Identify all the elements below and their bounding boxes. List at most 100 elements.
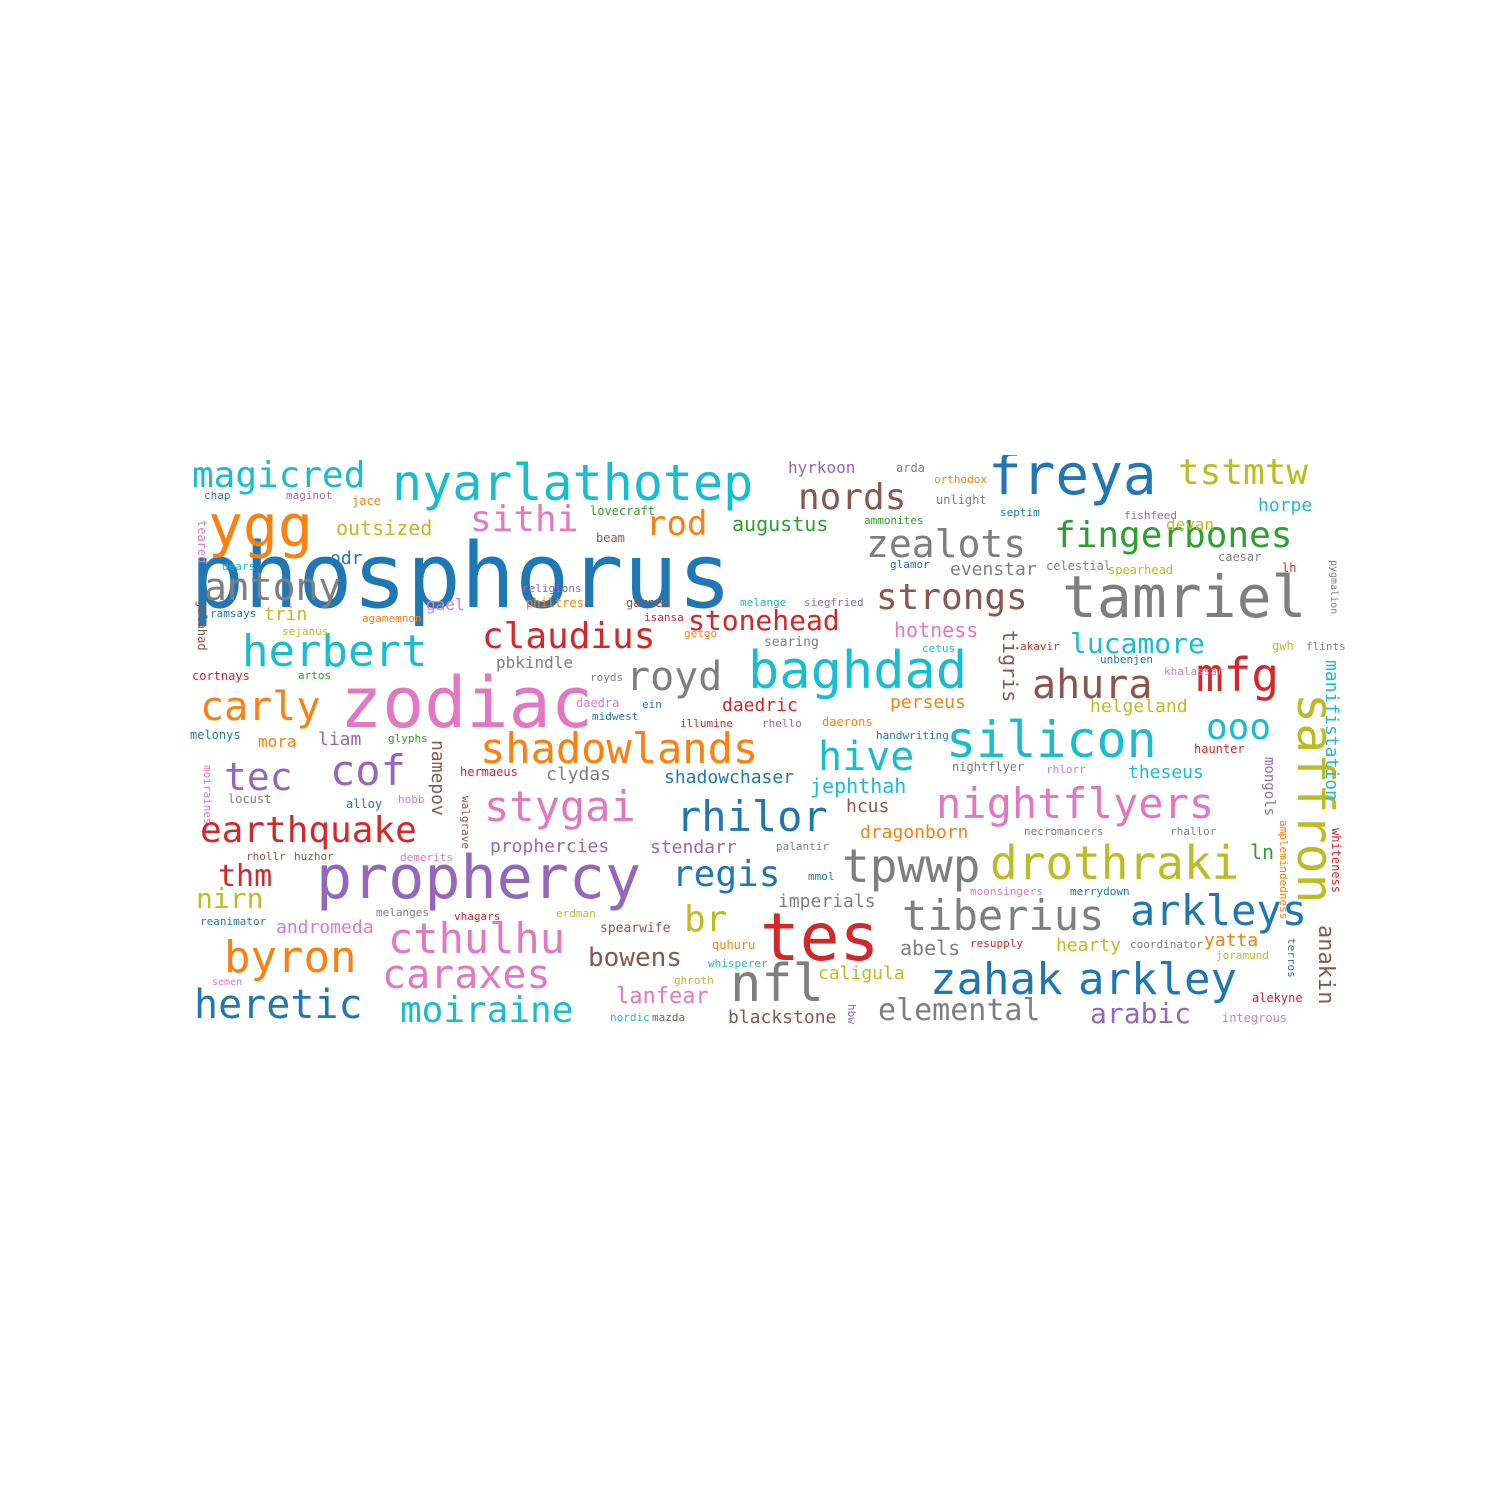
cloud-word: ln — [1250, 840, 1275, 864]
cloud-word: dragonborn — [860, 822, 969, 843]
cloud-word: shadowlands — [480, 724, 759, 773]
cloud-word: ygg — [208, 492, 313, 560]
cloud-word: rhollr — [246, 850, 286, 863]
cloud-word: stonehead — [688, 604, 840, 637]
cloud-word: vhagars — [454, 910, 501, 923]
cloud-word: dears — [222, 560, 256, 573]
cloud-word: isansa — [644, 611, 684, 624]
cloud-word: septim — [1000, 506, 1040, 519]
cloud-word: alekyne — [1252, 991, 1303, 1005]
cloud-word: cthulhu — [388, 914, 566, 963]
cloud-word: melonys — [190, 728, 241, 742]
cloud-word: byron — [224, 932, 357, 983]
cloud-word: melanges — [376, 906, 429, 919]
cloud-word: andromeda — [276, 917, 374, 938]
cloud-word: hotness — [894, 618, 979, 642]
cloud-word: chap — [204, 489, 231, 502]
cloud-word: ammonites — [864, 514, 924, 527]
cloud-word: zealots — [866, 522, 1027, 566]
cloud-word: integrous — [1222, 1011, 1288, 1025]
cloud-word: mongols — [1261, 757, 1277, 817]
cloud-word: prophercy — [316, 843, 642, 913]
cloud-word: lovecraft — [590, 504, 656, 518]
cloud-word: abels — [900, 936, 961, 960]
cloud-word: freya — [988, 455, 1157, 508]
cloud-word: demerits — [400, 851, 453, 864]
cloud-word: maginot — [286, 489, 333, 502]
cloud-word: caesar — [1218, 550, 1262, 564]
cloud-word: jephthah — [810, 774, 907, 798]
cloud-word: carly — [200, 684, 321, 730]
cloud-word: walgrave — [459, 796, 472, 849]
cloud-word: tiberius — [902, 891, 1105, 940]
cloud-word: tstmtw — [1178, 455, 1309, 493]
cloud-word: hbw — [845, 1004, 858, 1024]
cloud-word: pygmalion — [1328, 560, 1339, 615]
cloud-word: caligula — [818, 963, 905, 984]
cloud-word: nordic — [610, 1011, 650, 1024]
cloud-word: mfg — [1196, 648, 1280, 702]
cloud-word: handwriting — [876, 729, 949, 742]
cloud-word: merrydown — [1070, 885, 1130, 898]
cloud-word: nightflyers — [936, 779, 1215, 828]
cloud-word: outsized — [336, 516, 433, 540]
cloud-word: lh — [1282, 561, 1297, 575]
cloud-word: saffron — [1286, 693, 1344, 904]
cloud-word: ein — [642, 698, 662, 711]
cloud-word: terros — [1285, 938, 1298, 978]
cloud-word: yatta — [1204, 930, 1259, 951]
cloud-word: blackstone — [728, 1007, 837, 1028]
cloud-word: spearhead — [1108, 563, 1174, 577]
cloud-word: cetus — [922, 642, 956, 655]
cloud-word: erdman — [556, 907, 596, 920]
cloud-word: zahak — [930, 954, 1063, 1005]
cloud-word: daedric — [722, 695, 798, 716]
cloud-word: orthodox — [934, 473, 987, 486]
cloud-word: amplemindedness — [1277, 820, 1290, 920]
cloud-word: tec — [224, 755, 293, 799]
cloud-word: unbenjen — [1100, 653, 1153, 666]
cloud-word: theseus — [1128, 762, 1204, 783]
cloud-word: manifistation — [1321, 660, 1342, 801]
cloud-word: philtres — [526, 596, 584, 610]
cloud-word: lanfear — [616, 984, 709, 1009]
cloud-word: shadowchaser — [664, 767, 795, 788]
cloud-word: herbert — [242, 626, 428, 677]
cloud-word: tigris — [998, 630, 1022, 703]
cloud-word: caraxes — [382, 952, 551, 998]
cloud-word: beam — [596, 531, 625, 545]
cloud-word: moiraine — [400, 990, 574, 1031]
cloud-word: cortnays — [192, 669, 250, 683]
cloud-word: devan — [1166, 515, 1215, 534]
cloud-word: whiteness — [1329, 828, 1343, 894]
cloud-word: trin — [264, 604, 308, 625]
cloud-word: huzhor — [294, 850, 334, 863]
cloud-word: heretic — [194, 982, 363, 1028]
cloud-word: moonsingers — [970, 885, 1043, 898]
cloud-word: nightflyer — [952, 760, 1025, 774]
cloud-word: silicon — [946, 711, 1157, 769]
cloud-word: royds — [590, 671, 624, 684]
cloud-word: hermaeus — [460, 765, 518, 779]
cloud-word: alloy — [346, 797, 383, 811]
cloud-word: pbkindle — [496, 653, 574, 672]
cloud-word: thm — [218, 859, 273, 894]
cloud-word: sejanus — [282, 625, 329, 638]
cloud-word: locust — [228, 792, 272, 806]
cloud-word: hearty — [1056, 935, 1122, 956]
cloud-word: celestial — [1046, 559, 1112, 573]
cloud-word: moiraines — [201, 765, 214, 825]
cloud-word: reanimator — [200, 915, 267, 928]
cloud-word: teared — [195, 520, 209, 564]
cloud-word: strongs — [876, 577, 1028, 618]
cloud-word: whisperer — [708, 957, 768, 970]
cloud-word: resupply — [970, 937, 1023, 950]
cloud-word: gael — [426, 595, 465, 614]
cloud-word: ramsays — [210, 607, 257, 620]
cloud-word: agamemnon — [362, 612, 422, 625]
cloud-word: prophercies — [490, 836, 610, 857]
cloud-word: phosphorus — [190, 524, 732, 629]
cloud-word: nirn — [196, 882, 264, 915]
cloud-word: arabic — [1090, 997, 1192, 1030]
cloud-word: searing — [764, 635, 819, 650]
